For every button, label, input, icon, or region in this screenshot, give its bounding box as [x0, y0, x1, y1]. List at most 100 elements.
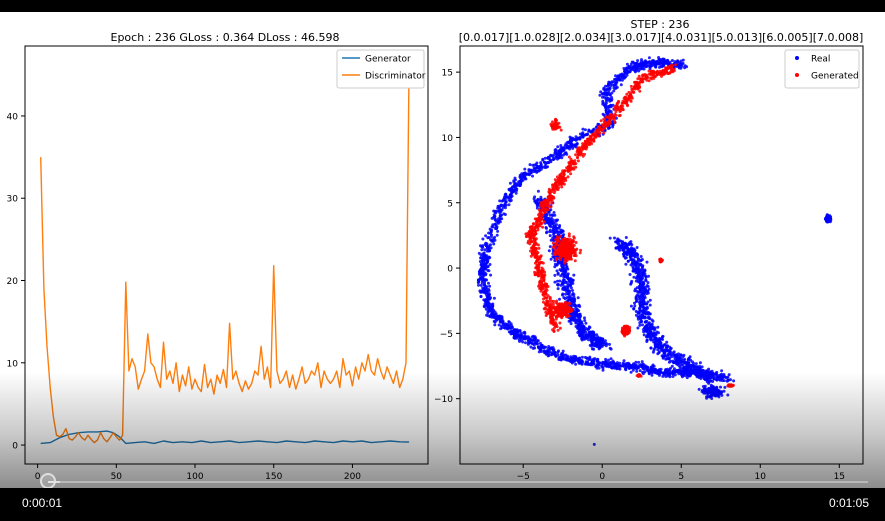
real-point [714, 389, 718, 393]
generated-point [555, 252, 559, 256]
generated-point [619, 109, 623, 113]
real-point [480, 269, 484, 273]
real-point [512, 336, 516, 339]
generated-point [633, 80, 637, 84]
generated-point [524, 232, 528, 236]
real-point [623, 69, 627, 72]
generated-point [539, 270, 543, 274]
real-point [640, 299, 644, 303]
real-point [559, 353, 563, 357]
generated-point [546, 294, 550, 298]
real-point [554, 354, 558, 358]
generated-point [544, 302, 548, 306]
real-point [649, 64, 653, 68]
real-point [595, 333, 599, 337]
real-point [639, 317, 643, 321]
generated-point [568, 310, 571, 314]
generated-point [617, 99, 620, 103]
real-point [683, 361, 686, 365]
real-point [644, 278, 648, 282]
real-point [636, 255, 639, 259]
real-point [711, 392, 715, 396]
real-point [648, 61, 652, 65]
real-point [572, 313, 576, 317]
real-point [604, 105, 608, 109]
real-point [483, 305, 487, 309]
generated-point [559, 255, 563, 259]
real-point [634, 62, 638, 65]
real-point [723, 385, 727, 389]
real-point [615, 367, 619, 371]
real-point [497, 323, 501, 327]
generated-point [535, 224, 539, 228]
generated-point [599, 119, 603, 123]
real-point [580, 361, 584, 365]
real-point [547, 155, 551, 159]
real-point [643, 294, 646, 298]
real-point [518, 336, 522, 340]
generated-point [629, 93, 633, 97]
real-point [482, 257, 485, 260]
real-point [627, 66, 631, 69]
real-point [656, 61, 660, 65]
real-point [571, 146, 575, 150]
real-point [487, 249, 491, 253]
real-point [486, 304, 490, 308]
real-point [602, 95, 606, 99]
generated-point [554, 258, 558, 262]
generated-point [539, 260, 543, 264]
real-point [677, 362, 681, 366]
real-point [547, 352, 550, 356]
real-point [553, 280, 557, 284]
real-point [659, 60, 663, 64]
real-point [548, 230, 552, 234]
real-point [685, 65, 689, 69]
generated-point [602, 117, 606, 121]
real-point [513, 176, 517, 180]
real-point [552, 232, 556, 236]
generated-point [592, 137, 596, 141]
real-point [649, 346, 653, 350]
real-point [548, 234, 552, 238]
real-point [720, 369, 724, 373]
real-point [665, 340, 669, 344]
real-point [556, 152, 560, 156]
real-point [495, 233, 499, 237]
real-point [503, 206, 507, 210]
real-point [564, 146, 568, 150]
real-point [634, 69, 638, 72]
real-point [513, 182, 517, 185]
real-point [636, 326, 640, 330]
top-black-bar [0, 0, 885, 12]
scatter-plot-area [459, 45, 864, 465]
real-point [567, 284, 571, 288]
generated-point [551, 302, 555, 306]
generated-point [574, 153, 578, 157]
real-point [676, 64, 680, 68]
real-point [529, 345, 533, 349]
real-point [680, 369, 684, 373]
real-point [518, 329, 522, 333]
real-point [642, 67, 646, 71]
generated-point [582, 145, 586, 148]
generated-point [637, 81, 641, 85]
real-point [559, 274, 563, 278]
real-point [570, 143, 574, 147]
generated-point [559, 234, 563, 238]
real-point [575, 307, 579, 311]
real-point [548, 213, 552, 217]
real-point [624, 236, 628, 239]
real-point [680, 357, 684, 361]
video-frame[interactable]: Epoch : 236 GLoss : 0.364 DLoss : 46.598… [0, 12, 885, 488]
real-point [672, 361, 676, 365]
real-point [492, 296, 496, 300]
real-point [620, 78, 624, 82]
real-point [484, 234, 488, 238]
real-point [581, 131, 585, 135]
real-point [500, 326, 504, 330]
real-point [568, 147, 572, 151]
generator-loss-line [40, 430, 410, 445]
real-point [487, 287, 490, 291]
